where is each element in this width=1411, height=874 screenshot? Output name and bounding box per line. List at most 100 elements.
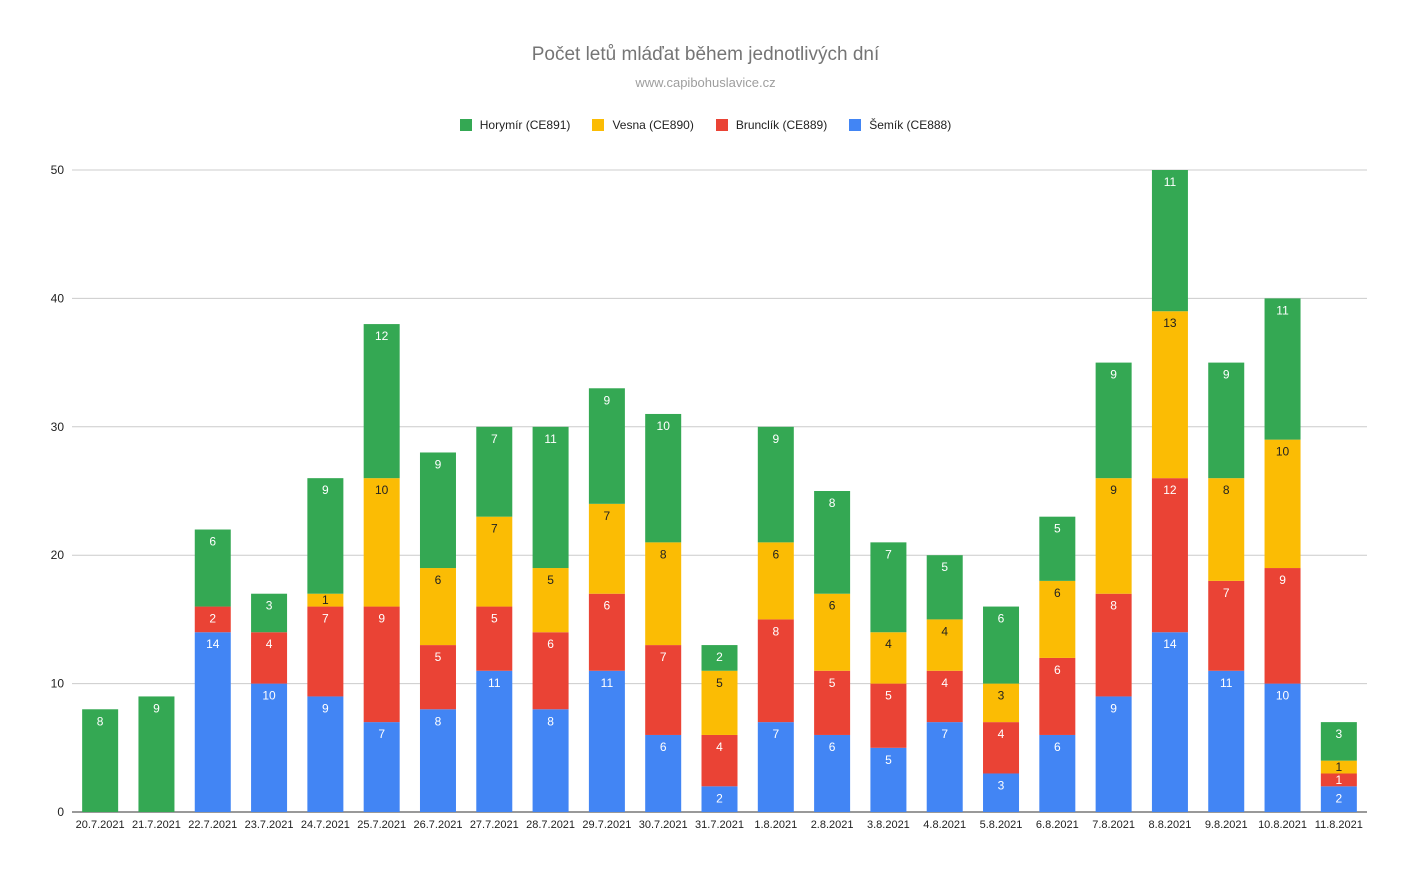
data-label: 11 <box>1276 303 1289 317</box>
bar-segment <box>814 734 851 812</box>
bar-segment <box>983 773 1020 812</box>
legend-item: Šemík (CE888) <box>849 118 951 132</box>
data-label: 6 <box>1054 586 1061 600</box>
bar-segment <box>1208 478 1245 581</box>
bar-segment <box>983 722 1020 774</box>
y-tick-label: 20 <box>51 548 65 562</box>
x-tick-label: 6.8.2021 <box>1036 819 1079 831</box>
data-label: 1 <box>1336 773 1343 787</box>
data-label: 8 <box>772 624 779 638</box>
data-label: 10 <box>375 483 389 497</box>
data-label: 6 <box>1054 663 1061 677</box>
bar-segment <box>870 683 907 748</box>
data-label: 3 <box>998 689 1005 703</box>
bar-segment <box>1320 722 1357 761</box>
bar-segment <box>926 722 963 812</box>
data-label: 7 <box>491 522 498 536</box>
legend-label: Vesna (CE890) <box>612 118 694 132</box>
bar-segment <box>926 619 963 671</box>
bar-segment <box>532 426 569 569</box>
bar-segment <box>701 734 738 787</box>
y-tick-label: 0 <box>57 805 64 819</box>
x-tick-label: 26.7.2021 <box>414 819 463 831</box>
legend-label: Šemík (CE888) <box>869 118 952 132</box>
bar-segment <box>307 696 344 812</box>
data-label: 9 <box>322 701 329 715</box>
data-label: 6 <box>660 740 667 754</box>
bar-segment <box>1320 773 1357 787</box>
bar-segment <box>701 786 738 812</box>
bar-segment <box>757 619 794 723</box>
bar-segment <box>251 683 288 812</box>
bar-segment <box>138 696 175 812</box>
bar-segment <box>870 747 907 812</box>
bar-segment <box>419 709 456 812</box>
y-tick-label: 30 <box>51 420 65 434</box>
bar-segment <box>194 632 231 812</box>
data-label: 9 <box>153 701 160 715</box>
bar-segment <box>701 670 738 735</box>
bar-segment <box>363 324 400 479</box>
y-tick-label: 50 <box>51 163 65 177</box>
bar-segment <box>1320 786 1357 812</box>
data-label: 12 <box>1163 483 1177 497</box>
data-label: 7 <box>322 612 329 626</box>
x-tick-label: 10.8.2021 <box>1258 819 1307 831</box>
data-label: 6 <box>998 612 1005 626</box>
x-tick-label: 30.7.2021 <box>639 819 688 831</box>
bar-segment <box>588 388 625 504</box>
bar-segment <box>476 670 513 812</box>
data-label: 6 <box>604 599 611 613</box>
data-label: 5 <box>941 560 948 574</box>
bar-segment <box>419 452 456 569</box>
data-label: 7 <box>885 547 892 561</box>
bar-segment <box>532 632 569 710</box>
data-label: 7 <box>604 509 611 523</box>
legend-swatch <box>715 119 728 131</box>
data-label: 14 <box>206 637 220 651</box>
data-label: 2 <box>716 791 723 805</box>
x-tick-label: 20.7.2021 <box>76 819 125 831</box>
data-label: 6 <box>829 599 836 613</box>
bar-segment <box>194 606 231 633</box>
data-label: 7 <box>772 727 779 741</box>
data-label: 5 <box>885 753 892 767</box>
bar-segment <box>1264 439 1301 569</box>
bar-segment <box>757 542 794 620</box>
bar-segment <box>1095 696 1132 812</box>
bar-segment <box>532 568 569 633</box>
data-label: 10 <box>262 689 276 703</box>
bar-segment <box>1151 170 1188 312</box>
data-label: 7 <box>491 432 498 446</box>
bar-segment <box>363 722 400 812</box>
bar-segment <box>757 722 794 812</box>
data-label: 6 <box>1054 740 1061 754</box>
x-tick-label: 25.7.2021 <box>357 819 406 831</box>
data-label: 11 <box>544 432 557 446</box>
data-label: 4 <box>998 727 1005 741</box>
bar-segment <box>476 426 513 517</box>
chart-legend: Horymír (CE891) Vesna (CE890) Brunclík (CE… <box>0 118 1411 132</box>
data-label: 6 <box>547 637 554 651</box>
bar-segment <box>1208 362 1245 479</box>
bar-segment <box>701 645 738 671</box>
bar-segment <box>194 529 231 607</box>
bar-segment <box>307 593 344 607</box>
chart-subtitle: www.capibohuslavice.cz <box>635 75 776 90</box>
x-tick-label: 23.7.2021 <box>245 819 294 831</box>
bar-segment <box>588 503 625 594</box>
data-label: 3 <box>998 778 1005 792</box>
bar-segment <box>476 516 513 607</box>
bar-segment <box>1039 734 1076 812</box>
bar-segment <box>983 606 1020 684</box>
x-tick-label: 24.7.2021 <box>301 819 350 831</box>
data-label: 8 <box>1223 483 1230 497</box>
bar-segment <box>1320 760 1357 774</box>
data-label: 2 <box>716 650 723 664</box>
legend-label: Brunclík (CE889) <box>735 118 828 132</box>
data-label: 9 <box>772 432 779 446</box>
legend-swatch <box>459 119 472 131</box>
data-label: 9 <box>604 393 611 407</box>
data-label: 7 <box>941 727 948 741</box>
chart-title: Počet letů mláďat během jednotlivých dní <box>531 44 880 65</box>
